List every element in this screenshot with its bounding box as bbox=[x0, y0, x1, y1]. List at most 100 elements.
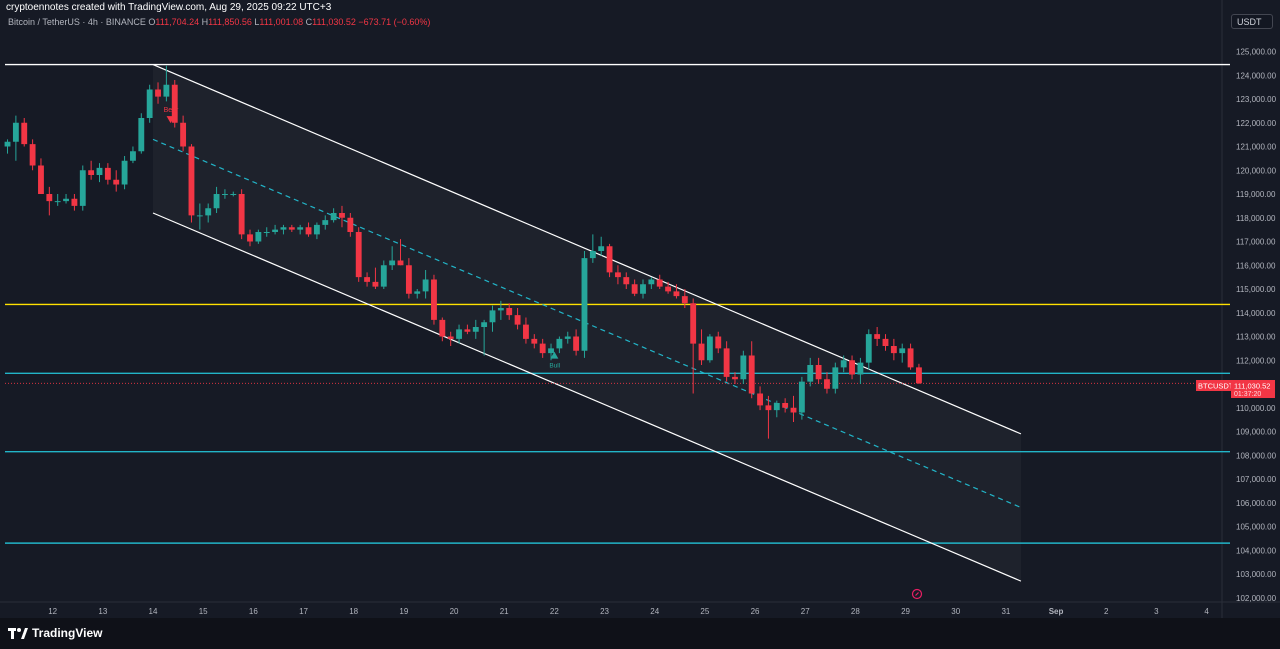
candle bbox=[589, 234, 596, 263]
channel-lower-line bbox=[152, 212, 1022, 582]
candle-body bbox=[531, 338, 538, 344]
candle-body bbox=[514, 315, 521, 325]
candle bbox=[606, 243, 613, 278]
candle bbox=[631, 279, 638, 297]
candle bbox=[213, 186, 220, 213]
candle bbox=[489, 305, 496, 332]
candle-body bbox=[916, 367, 922, 384]
candle bbox=[364, 272, 370, 287]
candle-body bbox=[506, 308, 513, 316]
candle bbox=[857, 357, 864, 384]
candle-body bbox=[882, 338, 889, 346]
footer-bar bbox=[0, 618, 1280, 649]
candle bbox=[732, 372, 738, 384]
candle bbox=[138, 113, 145, 154]
tradingview-logo[interactable]: TradingView bbox=[8, 626, 102, 640]
candle-body bbox=[247, 234, 253, 242]
candle bbox=[255, 229, 262, 244]
candle bbox=[882, 334, 889, 351]
time-tick: 3 bbox=[1154, 607, 1159, 616]
candle bbox=[397, 239, 404, 266]
candle-body bbox=[12, 122, 19, 142]
candle-body bbox=[305, 227, 312, 235]
candle bbox=[798, 376, 805, 420]
price-tick: 122,000.00 bbox=[1236, 119, 1277, 128]
candle-body bbox=[832, 367, 839, 389]
candle-body bbox=[481, 322, 488, 327]
candle-body bbox=[297, 227, 304, 230]
candle-body bbox=[690, 303, 697, 344]
time-tick: 22 bbox=[550, 607, 559, 616]
candle bbox=[79, 165, 86, 211]
candle bbox=[355, 227, 362, 282]
candle-body bbox=[88, 170, 95, 175]
price-label: BTCUSDT 111,030.52 01:37:20 bbox=[1196, 380, 1275, 398]
candle bbox=[656, 274, 663, 289]
candle-body bbox=[38, 165, 44, 194]
candle bbox=[422, 270, 429, 299]
candle bbox=[623, 272, 630, 289]
candle-body bbox=[188, 146, 195, 216]
candle bbox=[531, 334, 538, 349]
open-label: O bbox=[148, 17, 156, 27]
candle bbox=[297, 224, 304, 235]
price-chart[interactable]: Bear Bull 125,000.00 124,000.00 123,000.00 1… bbox=[0, 0, 1280, 618]
candle-body bbox=[272, 229, 279, 232]
candle bbox=[4, 139, 11, 154]
candle bbox=[907, 343, 914, 370]
candle bbox=[21, 118, 28, 147]
candle bbox=[163, 65, 170, 102]
candle bbox=[288, 224, 295, 232]
candle bbox=[205, 203, 212, 223]
candle-body bbox=[263, 232, 270, 233]
time-tick: Sep bbox=[1049, 607, 1064, 616]
candle bbox=[54, 194, 61, 206]
price-label-symbol: BTCUSDT bbox=[1198, 382, 1234, 391]
candle bbox=[773, 400, 780, 418]
bear-label: Bear bbox=[164, 107, 179, 114]
time-tick: 14 bbox=[149, 607, 158, 616]
price-tick: 103,000.00 bbox=[1236, 570, 1277, 579]
candle-body bbox=[221, 194, 228, 195]
candle-body bbox=[29, 144, 36, 166]
candle bbox=[757, 386, 763, 411]
time-tick: 15 bbox=[199, 607, 208, 616]
candle bbox=[96, 163, 103, 183]
candle bbox=[121, 156, 128, 190]
candles bbox=[4, 65, 922, 439]
candle bbox=[916, 363, 922, 384]
candle-body bbox=[648, 279, 655, 285]
time-tick: 13 bbox=[98, 607, 107, 616]
event-icon[interactable] bbox=[911, 588, 923, 600]
time-tick: 30 bbox=[951, 607, 960, 616]
price-label-countdown: 01:37:20 bbox=[1234, 391, 1261, 398]
time-tick: 18 bbox=[349, 607, 358, 616]
candle-body bbox=[355, 232, 362, 278]
open-value: 111,704.24 bbox=[155, 17, 200, 27]
currency-button[interactable]: USDT bbox=[1231, 14, 1273, 29]
price-tick: 115,000.00 bbox=[1236, 285, 1276, 294]
candle-body bbox=[573, 336, 580, 351]
price-tick: 125,000.00 bbox=[1236, 48, 1277, 57]
candle bbox=[673, 284, 680, 299]
time-tick: 2 bbox=[1104, 607, 1109, 616]
candle-body bbox=[171, 84, 178, 123]
candle bbox=[439, 317, 446, 342]
candle-body bbox=[765, 405, 772, 411]
price-tick: 113,000.00 bbox=[1236, 333, 1276, 342]
candle bbox=[523, 317, 529, 344]
signal-markers: Bear Bull bbox=[164, 107, 561, 369]
bear-marker bbox=[166, 116, 175, 124]
candle bbox=[330, 208, 337, 223]
candle bbox=[322, 215, 329, 230]
time-tick: 16 bbox=[249, 607, 258, 616]
candle-body bbox=[790, 407, 797, 413]
candle bbox=[506, 303, 513, 320]
bull-marker bbox=[550, 351, 559, 359]
price-label-price: 111,030.52 bbox=[1234, 382, 1270, 391]
candle-body bbox=[564, 336, 571, 339]
price-tick: 105,000.00 bbox=[1236, 523, 1277, 532]
candle bbox=[481, 319, 488, 356]
candle-body bbox=[380, 265, 387, 287]
price-axis-background[interactable] bbox=[1222, 0, 1280, 618]
